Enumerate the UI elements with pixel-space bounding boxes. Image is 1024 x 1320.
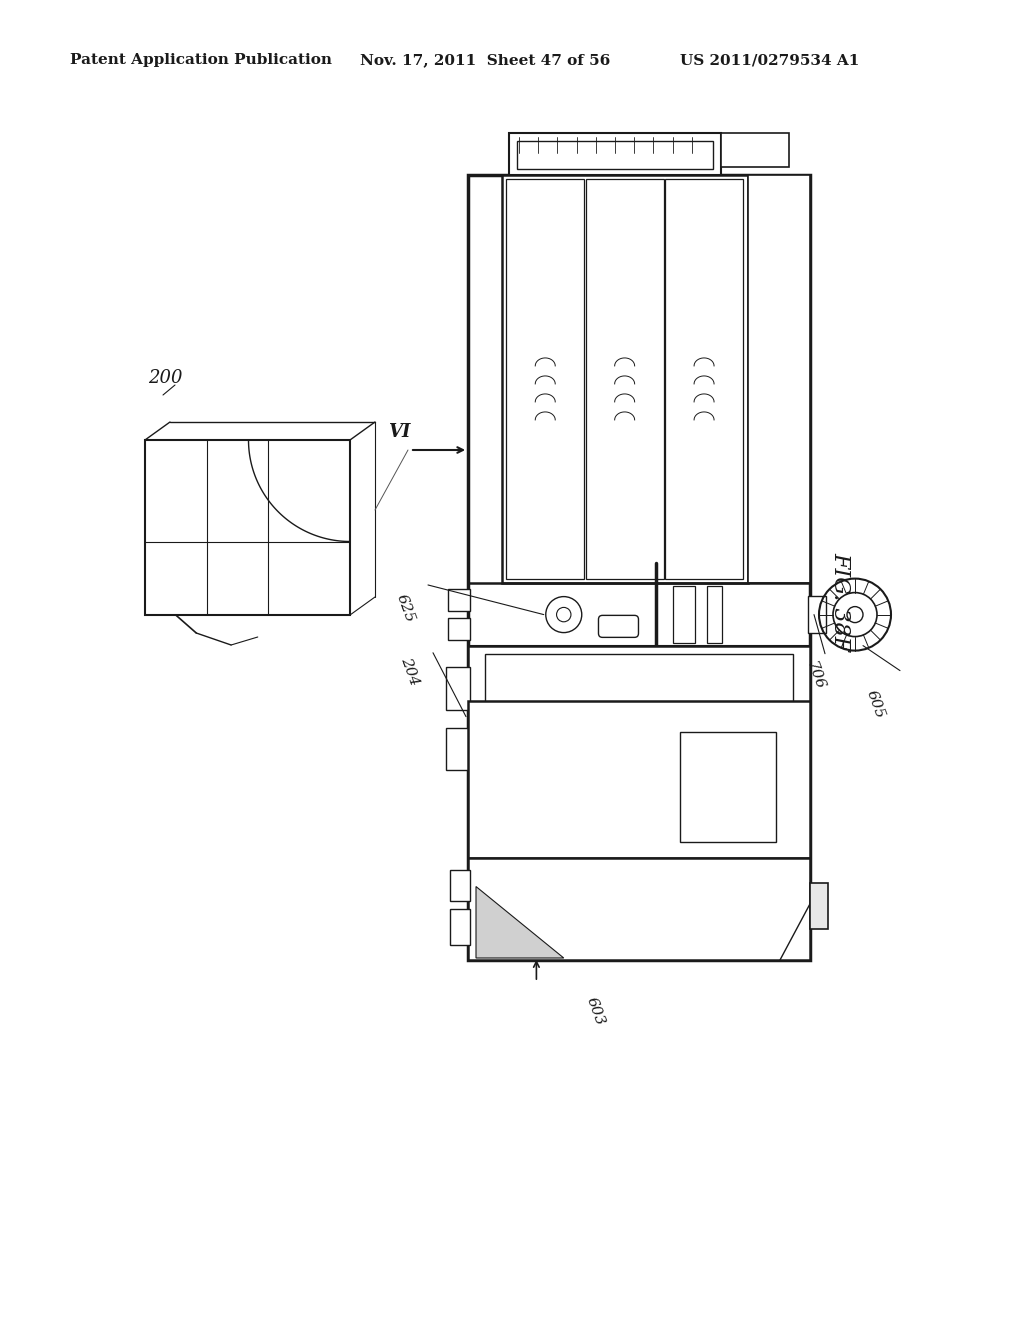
FancyBboxPatch shape: [598, 615, 639, 638]
Text: Nov. 17, 2011  Sheet 47 of 56: Nov. 17, 2011 Sheet 47 of 56: [360, 53, 610, 67]
Text: 204: 204: [398, 656, 422, 688]
Bar: [673, 586, 695, 643]
Bar: [665, 180, 743, 579]
Bar: [708, 586, 722, 643]
Bar: [810, 883, 828, 929]
Bar: [721, 133, 790, 168]
Text: FIG. 38F: FIG. 38F: [829, 552, 851, 651]
Bar: [808, 595, 826, 634]
Bar: [468, 858, 810, 960]
Bar: [145, 440, 350, 615]
Text: VI: VI: [388, 422, 411, 441]
Text: 706: 706: [804, 659, 826, 692]
Text: 200: 200: [148, 370, 182, 387]
Bar: [446, 727, 470, 771]
Text: Patent Application Publication: Patent Application Publication: [70, 53, 332, 67]
Bar: [449, 618, 470, 640]
Bar: [749, 176, 810, 583]
Bar: [502, 176, 749, 583]
FancyBboxPatch shape: [482, 731, 666, 845]
Bar: [468, 176, 810, 960]
Bar: [468, 645, 810, 787]
Text: 625: 625: [393, 593, 417, 624]
Bar: [468, 701, 810, 858]
Bar: [450, 909, 470, 945]
Bar: [485, 655, 793, 714]
Bar: [446, 667, 470, 710]
Polygon shape: [476, 887, 564, 958]
Text: US 2011/0279534 A1: US 2011/0279534 A1: [680, 53, 859, 67]
Bar: [506, 180, 585, 579]
Bar: [586, 180, 664, 579]
Bar: [450, 870, 470, 900]
Bar: [449, 590, 470, 611]
Text: 605: 605: [863, 688, 887, 721]
Bar: [517, 141, 713, 169]
Text: 603: 603: [584, 995, 606, 1028]
Bar: [485, 722, 793, 781]
Bar: [680, 733, 776, 842]
Bar: [509, 133, 721, 176]
